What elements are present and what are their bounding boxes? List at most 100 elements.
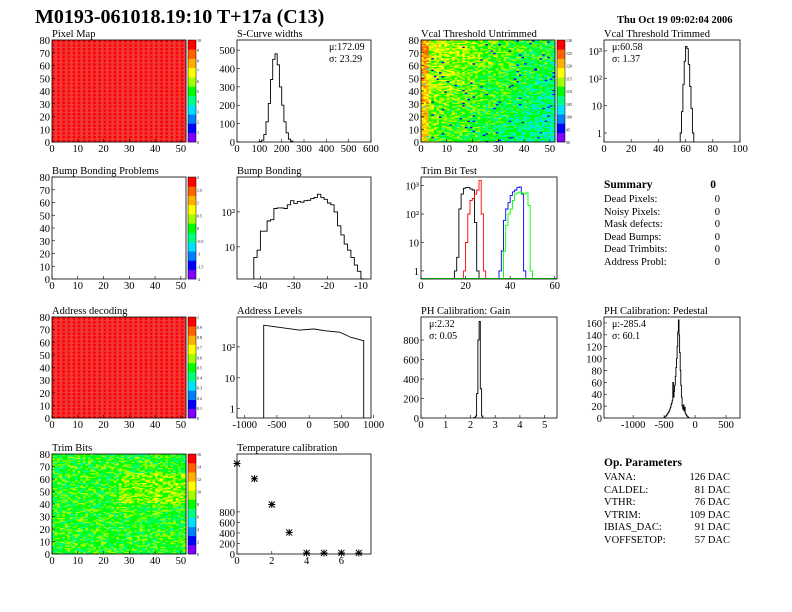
heatmap-cell bbox=[426, 121, 430, 124]
heatmap-cell bbox=[88, 130, 91, 133]
heatmap-cell bbox=[134, 55, 138, 57]
heatmap-cell bbox=[62, 40, 66, 42]
heatmap-cell bbox=[129, 52, 133, 55]
heatmap-cell bbox=[178, 80, 182, 83]
heatmap-cell bbox=[126, 40, 130, 42]
heatmap-cell bbox=[126, 119, 130, 121]
heatmap-cell bbox=[85, 124, 89, 126]
heatmap-cell bbox=[88, 70, 91, 73]
heatmap-cell bbox=[155, 79, 158, 82]
heatmap-cell bbox=[77, 126, 81, 129]
heatmap-cell bbox=[431, 119, 435, 121]
heatmap-cell bbox=[103, 130, 107, 133]
heatmap-cell bbox=[155, 116, 158, 119]
heatmap-cell bbox=[162, 69, 166, 71]
heatmap-cell bbox=[124, 48, 128, 51]
heatmap-cell bbox=[70, 84, 73, 87]
heatmap-cell bbox=[178, 139, 182, 142]
heatmap-cell bbox=[77, 115, 81, 117]
heatmap-cell bbox=[162, 64, 166, 66]
heatmap-cell bbox=[129, 116, 133, 119]
palette-tick-label: 0 bbox=[197, 140, 199, 145]
heatmap-cell bbox=[155, 107, 158, 110]
heatmap-cell bbox=[178, 101, 182, 103]
heatmap-cell bbox=[423, 106, 427, 108]
heatmap-cell bbox=[57, 50, 61, 52]
heatmap-cell bbox=[167, 130, 171, 133]
heatmap-cell bbox=[129, 119, 133, 121]
stats-text: σ: 23.29 bbox=[329, 54, 362, 65]
heatmap-cell bbox=[134, 46, 138, 48]
heatmap-cell bbox=[119, 135, 122, 138]
heatmap-cell bbox=[57, 40, 61, 42]
heatmap-cell bbox=[183, 133, 187, 135]
heatmap-cell bbox=[134, 94, 138, 97]
heatmap-cell bbox=[423, 52, 427, 55]
heatmap-cell bbox=[57, 80, 61, 83]
heatmap-cell bbox=[428, 73, 432, 75]
heatmap-cell bbox=[167, 70, 171, 73]
heatmap-cell bbox=[54, 108, 58, 111]
heatmap-cell bbox=[173, 54, 176, 56]
heatmap-cell bbox=[75, 79, 79, 82]
heatmap-cell bbox=[113, 92, 117, 94]
heatmap-cell bbox=[98, 61, 102, 64]
heatmap-cell bbox=[165, 120, 169, 122]
heatmap-cell bbox=[85, 68, 89, 70]
heatmap-cell bbox=[88, 60, 91, 62]
heatmap-cell bbox=[108, 65, 112, 68]
heatmap-cell bbox=[441, 98, 445, 101]
heatmap-cell bbox=[129, 94, 133, 97]
heatmap-cell bbox=[426, 68, 430, 70]
heatmap-cell bbox=[165, 75, 169, 78]
heatmap-cell bbox=[95, 113, 99, 116]
y-tick-label: 80 bbox=[40, 36, 51, 47]
heatmap-cell bbox=[134, 69, 138, 71]
heatmap-cell bbox=[124, 84, 128, 87]
heatmap-cell bbox=[111, 129, 115, 131]
heatmap-cell bbox=[170, 84, 174, 87]
heatmap-cell bbox=[113, 62, 117, 65]
heatmap-cell bbox=[111, 43, 115, 46]
palette-swatch bbox=[188, 114, 196, 124]
heatmap-cell bbox=[70, 54, 73, 56]
heatmap-cell bbox=[93, 136, 97, 139]
heatmap-cell bbox=[173, 69, 176, 71]
heatmap-cell bbox=[85, 129, 89, 131]
heatmap-cell bbox=[98, 46, 102, 48]
heatmap-cell bbox=[67, 59, 71, 61]
heatmap-cell bbox=[157, 59, 161, 61]
heatmap-cell bbox=[421, 125, 424, 127]
heatmap-cell bbox=[144, 48, 148, 51]
heatmap-cell bbox=[57, 106, 61, 108]
heatmap-cell bbox=[170, 79, 174, 82]
heatmap-cell bbox=[147, 121, 151, 124]
heatmap-cell bbox=[421, 89, 424, 92]
heatmap-cell bbox=[165, 47, 169, 50]
heatmap-cell bbox=[129, 138, 133, 140]
heatmap-cell bbox=[428, 135, 432, 138]
heatmap-cell bbox=[119, 43, 122, 46]
heatmap-cell bbox=[178, 87, 182, 89]
heatmap-cell bbox=[180, 105, 184, 107]
heatmap-cell bbox=[82, 40, 86, 42]
heatmap-cell bbox=[126, 42, 130, 45]
heatmap-cell bbox=[59, 127, 63, 130]
heatmap-cell bbox=[93, 47, 97, 50]
heatmap-cell bbox=[137, 56, 140, 59]
heatmap-cell bbox=[426, 135, 430, 138]
heatmap-cell bbox=[111, 91, 115, 93]
heatmap-cell bbox=[444, 115, 448, 117]
heatmap-cell bbox=[137, 113, 140, 116]
heatmap-cell bbox=[70, 93, 73, 96]
heatmap-cell bbox=[178, 112, 182, 115]
heatmap-cell bbox=[111, 87, 115, 89]
heatmap-cell bbox=[165, 83, 169, 85]
heatmap-cell bbox=[180, 76, 184, 79]
heatmap-cell bbox=[124, 121, 128, 124]
heatmap-cell bbox=[124, 107, 128, 110]
heatmap-cell bbox=[152, 40, 156, 42]
heatmap-cell bbox=[423, 46, 427, 48]
heatmap-cell bbox=[137, 125, 140, 127]
heatmap-cell bbox=[170, 60, 174, 62]
